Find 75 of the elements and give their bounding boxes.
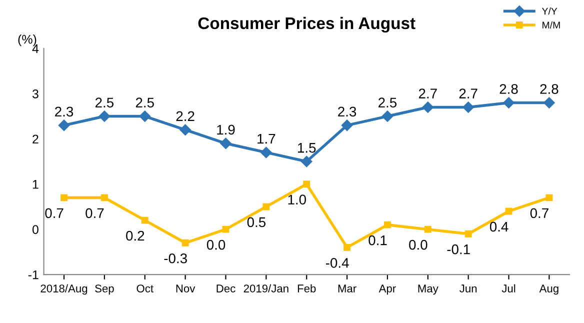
y-axis-title: (%) (18, 34, 36, 46)
data-label: 2.8 (540, 84, 558, 94)
x-tick-label: 2018/Aug (40, 284, 88, 295)
data-label: -0.4 (326, 258, 349, 268)
point (424, 226, 432, 233)
data-label: 2.3 (338, 106, 356, 117)
point (464, 230, 472, 238)
point (384, 221, 391, 228)
x-tick-label: Nov (176, 284, 196, 292)
data-label: 2.3 (55, 106, 74, 117)
x-tick-label: Feb (298, 284, 316, 292)
x-tick-label: Jul (502, 284, 516, 292)
data-label: -0.3 (164, 253, 187, 264)
point (58, 120, 70, 131)
x-tick-label: Oct (136, 284, 154, 292)
data-label: 1.9 (217, 124, 235, 135)
data-label: 0.1 (368, 235, 387, 246)
point (98, 110, 110, 122)
data-label: 2.5 (136, 98, 154, 108)
point (546, 194, 553, 202)
data-label: 2.8 (500, 84, 518, 94)
y-tick-label: 0 (32, 225, 38, 234)
x-tick-label: Jun (460, 284, 477, 292)
data-label: 1.5 (298, 143, 316, 153)
data-label: 0.7 (45, 208, 64, 218)
y-tick-label: 2 (32, 134, 38, 144)
data-label: 0.2 (126, 230, 144, 241)
data-label: 0.0 (206, 240, 226, 250)
y-tick-label: -1 (28, 270, 38, 280)
point (505, 208, 512, 215)
point (180, 124, 191, 136)
legend-label: M/M (542, 21, 560, 29)
data-label: 0.0 (409, 240, 428, 250)
data-label: 0.5 (247, 217, 266, 228)
point (141, 216, 148, 224)
legend-label: Y/Y (542, 7, 558, 15)
point (422, 102, 434, 113)
y-tick-label: 1 (32, 180, 38, 189)
data-label: 2.5 (378, 98, 397, 108)
data-label: 0.7 (530, 208, 548, 218)
point (462, 102, 474, 113)
point (60, 194, 68, 202)
point (262, 203, 270, 210)
point (341, 120, 353, 131)
data-label: 2.2 (176, 111, 194, 121)
x-tick-label: Mar (338, 284, 356, 292)
data-label: 0.7 (86, 208, 104, 218)
point (300, 156, 312, 168)
y-tick-label: 3 (32, 89, 38, 98)
x-tick-label: May (418, 284, 438, 295)
point (100, 194, 108, 202)
data-label: 0.4 (490, 222, 508, 232)
y-tick-label: 4 (32, 44, 39, 53)
data-label: 2.5 (95, 98, 114, 108)
x-tick-label: Dec (216, 284, 236, 292)
chart-title: Consumer Prices in August (198, 16, 416, 33)
x-tick-label: 2019/Jan (244, 284, 288, 292)
point (382, 110, 394, 122)
point (344, 244, 351, 251)
data-label: -0.1 (447, 244, 470, 254)
data-label: 1.7 (258, 134, 276, 144)
point (303, 180, 310, 188)
data-label: 1.0 (288, 194, 306, 205)
point (544, 97, 555, 108)
data-label: 2.7 (418, 88, 437, 98)
point (503, 97, 514, 108)
point (182, 239, 189, 246)
point (222, 226, 230, 233)
data-label: 2.7 (459, 88, 478, 98)
point (220, 138, 232, 150)
x-tick-label: Apr (378, 284, 396, 295)
point (260, 146, 272, 158)
x-tick-label: Sep (95, 284, 114, 295)
point (139, 110, 150, 122)
x-tick-label: Aug (539, 284, 558, 295)
